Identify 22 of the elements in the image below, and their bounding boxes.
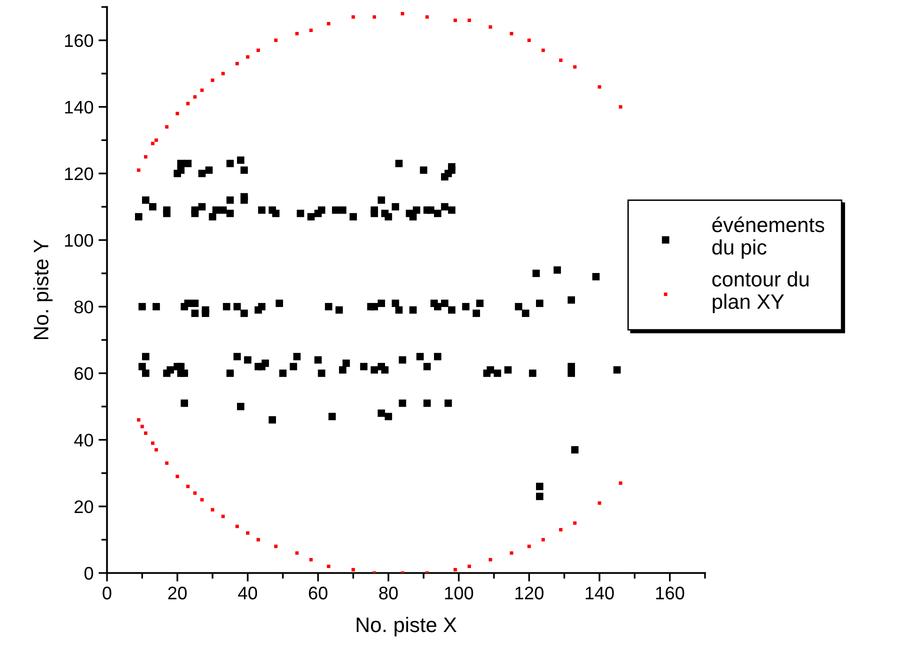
x-tick-label: 160 (656, 586, 684, 600)
y-tick-label: 20 (74, 500, 94, 514)
x-tick-label: 0 (102, 586, 112, 600)
y-tick-label: 60 (74, 367, 94, 380)
x-tick-label: 80 (379, 586, 398, 600)
x-tick-label: 40 (238, 586, 258, 600)
y-tick-label: 0 (84, 566, 94, 580)
y-tick-label: 40 (74, 434, 94, 447)
legend-label: contour du plan XY (712, 271, 809, 314)
y-axis-title: No. piste Y (33, 240, 53, 340)
x-tick-label: 60 (308, 586, 328, 600)
y-tick-label: 140 (65, 100, 94, 114)
legend-label: événements du pic (712, 216, 824, 259)
y-tick-label: 160 (65, 34, 94, 48)
y-tick-label: 120 (65, 167, 94, 180)
x-tick-label: 120 (515, 586, 544, 600)
y-tick-label: 100 (65, 234, 94, 247)
x-tick-label: 20 (168, 586, 187, 600)
x-tick-label: 100 (445, 586, 474, 600)
y-tick-label: 80 (74, 300, 94, 314)
x-tick-label: 140 (586, 586, 614, 600)
x-axis-title: No. piste X (356, 616, 457, 636)
